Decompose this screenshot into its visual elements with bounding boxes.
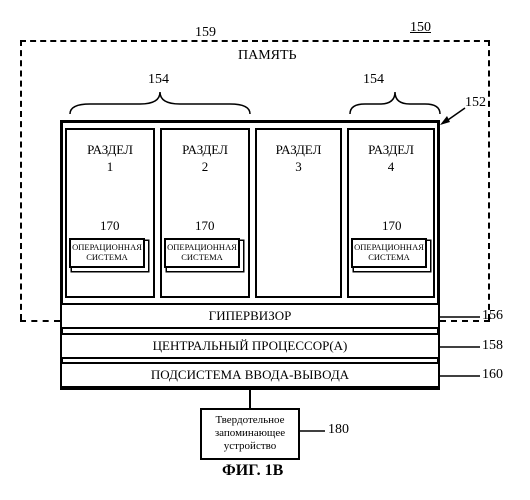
arrow-152 bbox=[440, 108, 470, 128]
refnum-170-1: 170 bbox=[100, 218, 120, 234]
partition-1: РАЗДЕЛ 1 bbox=[65, 128, 155, 298]
partition-3-num: 3 bbox=[257, 159, 340, 176]
cpu-bar: ЦЕНТРАЛЬНЫЙ ПРОЦЕССОР(А) bbox=[60, 333, 440, 359]
refnum-170-4: 170 bbox=[382, 218, 402, 234]
figure-number-150: 150 bbox=[410, 20, 431, 36]
partition-4-num: 4 bbox=[349, 159, 433, 176]
memory-dashed-bottom-left bbox=[20, 320, 60, 322]
os-box-2: ОПЕРАЦИОННАЯСИСТЕМА bbox=[164, 238, 240, 268]
os-box-4: ОПЕРАЦИОННАЯСИСТЕМА bbox=[351, 238, 427, 268]
partition-2-num: 2 bbox=[162, 159, 248, 176]
connector-io-ssd bbox=[249, 390, 251, 408]
io-bar: ПОДСИСТЕМА ВВОДА-ВЫВОДА bbox=[60, 362, 440, 388]
hypervisor-bar: ГИПЕРВИЗОР bbox=[60, 303, 440, 329]
refnum-156: 156 bbox=[482, 308, 503, 324]
partition-4-title: РАЗДЕЛ bbox=[349, 142, 433, 159]
refnum-180: 180 bbox=[328, 422, 349, 438]
refnum-160: 160 bbox=[482, 367, 503, 383]
ssd-box: Твердотельноезапоминающееустройство bbox=[200, 408, 300, 460]
refnum-154-left: 154 bbox=[148, 72, 169, 88]
partition-2-title: РАЗДЕЛ bbox=[162, 142, 248, 159]
brace-right bbox=[350, 88, 440, 116]
partition-2: РАЗДЕЛ 2 bbox=[160, 128, 250, 298]
refnum-158: 158 bbox=[482, 338, 503, 354]
refnum-154-right: 154 bbox=[363, 72, 384, 88]
partition-1-title: РАЗДЕЛ bbox=[67, 142, 153, 159]
memory-label: ПАМЯТЬ bbox=[238, 48, 297, 64]
leader-180 bbox=[300, 430, 330, 432]
partition-1-num: 1 bbox=[67, 159, 153, 176]
refnum-159: 159 bbox=[195, 25, 216, 41]
partition-3-title: РАЗДЕЛ bbox=[257, 142, 340, 159]
partition-3: РАЗДЕЛ 3 bbox=[255, 128, 342, 298]
brace-left bbox=[70, 88, 250, 116]
os-box-1: ОПЕРАЦИОННАЯСИСТЕМА bbox=[69, 238, 145, 268]
figure-caption: ФИГ. 1В bbox=[222, 462, 283, 480]
refnum-170-2: 170 bbox=[195, 218, 215, 234]
partition-4: РАЗДЕЛ 4 bbox=[347, 128, 435, 298]
